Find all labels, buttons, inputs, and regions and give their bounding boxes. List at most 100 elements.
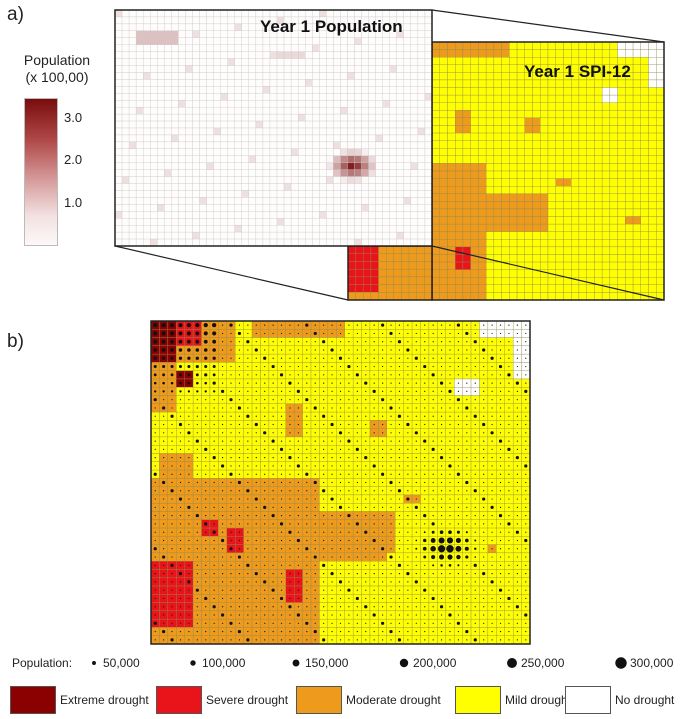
population-dot <box>474 349 476 351</box>
population-cell <box>192 65 200 73</box>
population-cell <box>114 72 123 80</box>
spi-cell-mild <box>540 140 549 149</box>
spi-cell-mild <box>609 193 618 202</box>
spi-cell-mild <box>640 94 649 103</box>
population-dot <box>457 365 460 368</box>
spi-cell-mild <box>563 163 572 172</box>
spi-cell-mild <box>501 94 510 103</box>
population-dot <box>323 407 325 409</box>
population-dot <box>306 407 308 409</box>
spi-cell-moderate <box>447 201 456 210</box>
population-dot <box>432 357 434 359</box>
population-cell <box>121 65 130 73</box>
spi-layer-front-strip <box>347 245 433 301</box>
population-cell <box>403 225 412 233</box>
population-dot <box>255 341 257 343</box>
spi-cell-mild <box>485 155 495 164</box>
spi-cell-mild <box>578 170 587 179</box>
population-cell <box>375 120 383 129</box>
population-cell <box>326 58 334 66</box>
population-cell <box>121 72 130 80</box>
spi-cell-mild <box>516 277 525 286</box>
population-dot <box>297 407 299 409</box>
population-cell <box>121 155 130 163</box>
spi-cell-mild <box>524 155 533 164</box>
population-cell <box>164 79 172 87</box>
population-cell <box>269 134 278 143</box>
population-dot <box>186 331 191 336</box>
population-cell <box>143 44 151 52</box>
population-cell <box>283 37 292 45</box>
population-cell <box>326 65 334 73</box>
population-dot <box>163 415 165 417</box>
population-cell <box>157 204 165 212</box>
population-dot <box>482 348 486 352</box>
spi-cell-mild <box>625 186 634 194</box>
spi-cell-mild <box>455 148 464 157</box>
spi-cell-mild <box>601 269 611 278</box>
population-cell <box>128 238 137 247</box>
population-cell <box>206 238 214 247</box>
population-cell <box>361 44 369 52</box>
population-cell <box>128 204 137 212</box>
population-dot <box>483 399 485 401</box>
population-cell <box>213 79 221 87</box>
spi-cell-mild <box>563 94 572 103</box>
population-cell <box>361 127 369 136</box>
spi-cell-mild <box>632 87 641 96</box>
spi-cell-mild <box>493 110 502 119</box>
population-cell <box>192 148 200 156</box>
population-cell <box>347 37 355 45</box>
spi-cell-moderate <box>509 201 518 210</box>
population-cell <box>354 169 362 177</box>
population-cell <box>417 190 426 198</box>
spi-cell-moderate <box>393 253 402 262</box>
population-cell <box>269 225 278 233</box>
population-cell <box>157 86 165 94</box>
population-cell <box>234 65 242 73</box>
population-cell <box>269 155 278 163</box>
population-cell <box>185 58 193 66</box>
population-cell <box>128 197 137 205</box>
population-cell <box>382 231 390 240</box>
spi-cell-mild <box>555 216 564 225</box>
spi-cell-mild <box>555 49 564 58</box>
spi-cell-mild <box>501 170 510 179</box>
population-cell <box>347 134 355 143</box>
population-cell <box>143 79 151 87</box>
population-cell <box>255 190 264 198</box>
population-cell <box>206 211 214 219</box>
spi-cell-mild <box>462 94 471 103</box>
spi-cell-mild <box>601 178 611 187</box>
population-dot <box>466 365 468 368</box>
population-dot <box>466 324 468 326</box>
population-cell <box>403 30 412 38</box>
spi-cell-mild <box>509 148 518 157</box>
population-cell <box>164 86 172 94</box>
spi-cell-moderate <box>439 277 448 286</box>
population-cell <box>213 225 221 233</box>
population-cell <box>340 204 348 212</box>
spi-cell-mild <box>571 254 580 263</box>
spi-cell-mild <box>485 292 495 301</box>
spi-cell-mild <box>594 110 603 119</box>
spi-cell-mild <box>586 254 595 263</box>
population-cell <box>157 134 165 143</box>
population-cell <box>382 148 390 156</box>
population-cell <box>347 183 355 191</box>
population-cell <box>361 86 369 94</box>
population-dot <box>414 356 418 360</box>
population-dot <box>483 341 485 343</box>
population-cell <box>241 120 250 129</box>
population-cell <box>234 134 242 143</box>
spi-cell-mild <box>594 140 603 149</box>
population-cell <box>389 155 397 163</box>
population-cell <box>248 197 257 205</box>
spi-cell-mild <box>532 110 541 119</box>
spi-cell-mild <box>571 110 580 119</box>
population-cell <box>396 225 404 233</box>
population-cell <box>150 113 158 122</box>
population-cell <box>403 37 412 45</box>
spi-cell-mild <box>640 186 649 194</box>
population-dot <box>365 407 367 409</box>
